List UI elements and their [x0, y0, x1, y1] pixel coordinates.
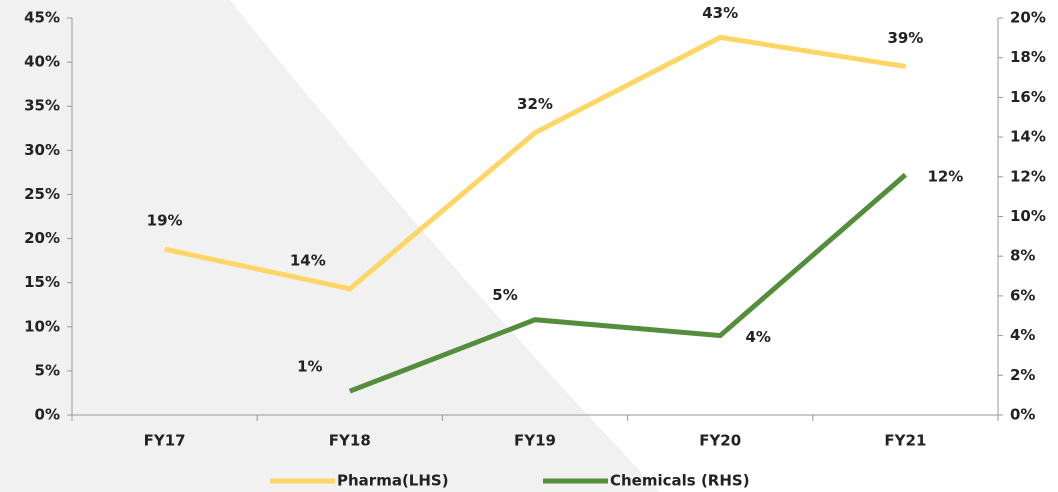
y2-tick-label: 0%	[1010, 406, 1035, 424]
y-tick-label: 30%	[24, 141, 60, 159]
y-tick-label: 25%	[24, 185, 60, 203]
x-tick-label: FY18	[329, 432, 371, 450]
legend-label: Pharma(LHS)	[337, 472, 449, 490]
data-label: 5%	[492, 286, 517, 304]
data-label: 1%	[297, 358, 322, 376]
y-tick-label: 20%	[24, 229, 60, 247]
legend-label: Chemicals (RHS)	[610, 472, 750, 490]
data-label: 19%	[147, 212, 183, 230]
series-line	[164, 34, 906, 292]
y-tick-label: 35%	[24, 97, 60, 115]
data-label: 39%	[887, 29, 923, 47]
y-tick-label: 5%	[35, 361, 60, 379]
y-tick-label: 0%	[35, 406, 60, 424]
y2-tick-label: 2%	[1010, 366, 1035, 384]
y2-tick-label: 20%	[1010, 9, 1046, 27]
y-tick-label: 10%	[24, 317, 60, 335]
x-tick-label: FY19	[514, 432, 556, 450]
x-tick-label: FY20	[699, 432, 741, 450]
y2-tick-label: 16%	[1010, 88, 1046, 106]
data-label: 4%	[745, 328, 770, 346]
data-label: 12%	[927, 167, 963, 185]
y2-tick-label: 8%	[1010, 247, 1035, 265]
y-tick-label: 15%	[24, 273, 60, 291]
series-line	[348, 172, 908, 394]
y2-tick-label: 12%	[1010, 167, 1046, 185]
y2-tick-label: 6%	[1010, 286, 1035, 304]
y2-tick-label: 10%	[1010, 207, 1046, 225]
y2-tick-label: 14%	[1010, 128, 1046, 146]
x-tick-label: FY17	[144, 432, 186, 450]
y-tick-label: 40%	[24, 53, 60, 71]
y2-tick-label: 4%	[1010, 326, 1035, 344]
y2-tick-label: 18%	[1010, 48, 1046, 66]
data-label: 32%	[517, 95, 553, 113]
data-label: 43%	[702, 4, 738, 22]
background-shape	[0, 0, 660, 492]
data-label: 14%	[290, 251, 326, 269]
y-tick-label: 45%	[24, 9, 60, 27]
x-tick-label: FY21	[884, 432, 926, 450]
